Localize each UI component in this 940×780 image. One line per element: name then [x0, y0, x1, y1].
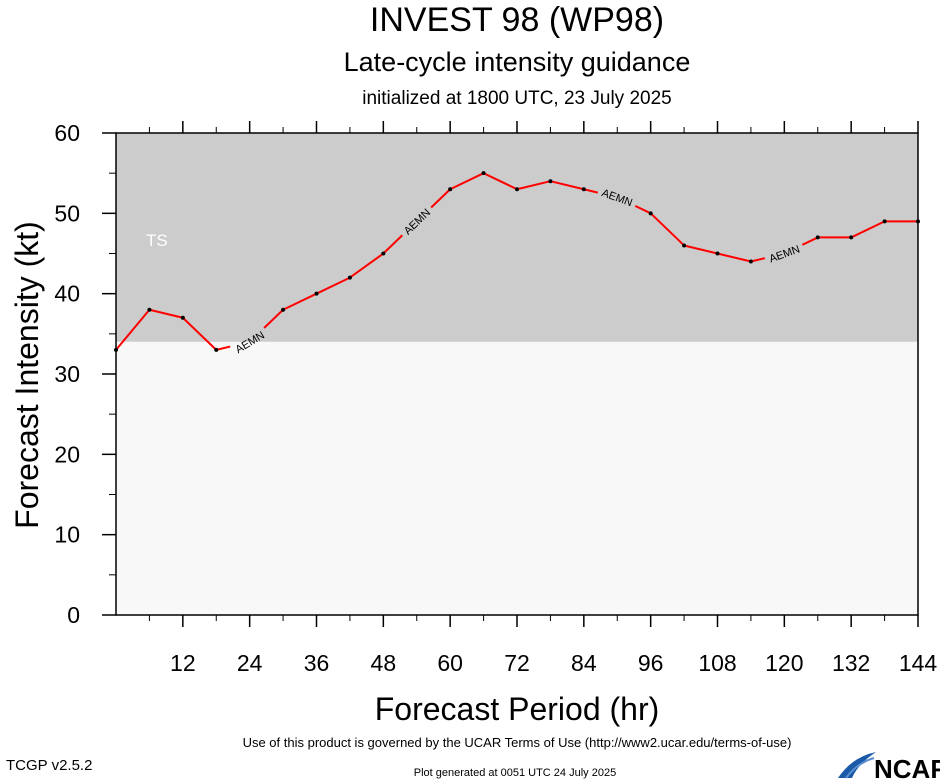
series-segment — [717, 252, 752, 263]
y-tick-label: 50 — [54, 200, 80, 226]
series-segment — [483, 172, 518, 191]
series-segment — [801, 236, 819, 246]
data-point — [715, 251, 720, 256]
plot-frame — [115, 132, 919, 616]
axis-ticks — [102, 121, 919, 627]
series-segment — [430, 188, 451, 209]
data-point — [548, 179, 553, 184]
series-segment — [149, 308, 184, 319]
data-point — [448, 187, 453, 192]
x-tick-label: 36 — [304, 650, 330, 676]
tick-labels: 12 24 36 48 60 72 84 96 108 120 132 144 0 10 20 30 40 50 6… — [54, 120, 937, 676]
x-tick-label: 84 — [571, 650, 597, 676]
x-tick-label: 60 — [437, 650, 463, 676]
data-point — [648, 211, 653, 216]
x-tick-label: 108 — [698, 650, 736, 676]
y-tick-label: 20 — [54, 441, 80, 467]
data-point — [481, 171, 486, 176]
data-point — [815, 235, 820, 240]
y-tick-label: 60 — [54, 120, 80, 146]
series-segment — [316, 276, 351, 295]
series-segment — [683, 244, 718, 255]
initialized-time: initialized at 1800 UTC, 23 July 2025 — [362, 88, 671, 109]
version-label: TCGP v2.5.2 — [6, 757, 92, 774]
y-axis-label: Forecast Intensity (kt) — [9, 221, 45, 529]
series-segment — [583, 188, 599, 194]
x-axis-label: Forecast Period (hr) — [375, 691, 660, 727]
y-tick-label: 0 — [67, 602, 80, 628]
series-segment — [634, 205, 652, 215]
data-point — [916, 219, 920, 224]
data-point — [581, 187, 586, 192]
intensity-bands: TS — [116, 133, 918, 615]
data-point — [347, 275, 352, 280]
data-point — [314, 291, 319, 296]
band-label: TS — [146, 231, 168, 250]
series-segment — [282, 292, 317, 311]
data-point — [214, 347, 219, 352]
x-tick-label: 96 — [638, 650, 664, 676]
data-point — [849, 235, 854, 240]
series-segment — [850, 220, 886, 239]
x-tick-label: 120 — [765, 650, 803, 676]
data-point — [114, 347, 118, 352]
ncar-logo: NCAR — [838, 752, 940, 780]
y-tick-label: 10 — [54, 522, 80, 548]
data-point — [748, 259, 753, 264]
x-tick-label: 12 — [170, 650, 196, 676]
x-tick-label: 24 — [237, 650, 263, 676]
terms-of-use: Use of this product is governed by the U… — [243, 735, 792, 750]
chart-subtitle: Late-cycle intensity guidance — [344, 47, 691, 77]
series-segment — [216, 345, 231, 351]
band-ts — [116, 133, 918, 342]
series-segment — [550, 180, 585, 191]
y-tick-label: 40 — [54, 281, 80, 307]
band-below-ts — [116, 341, 918, 615]
data-point — [147, 307, 152, 312]
data-point — [515, 187, 519, 192]
series-segment — [263, 309, 284, 329]
data-point — [882, 219, 887, 224]
series-segment — [750, 257, 766, 263]
chart-title: INVEST 98 (WP98) — [370, 1, 664, 39]
series-segment — [182, 317, 217, 351]
y-tick-label: 30 — [54, 361, 80, 387]
data-point — [381, 251, 386, 256]
series-segment — [349, 252, 384, 279]
series-segment — [649, 212, 685, 247]
series-segment — [115, 309, 151, 351]
series-segment — [516, 180, 551, 191]
x-tick-label: 132 — [832, 650, 870, 676]
x-tick-label: 48 — [371, 650, 397, 676]
series-segment — [382, 234, 404, 255]
ncar-logo-text: NCAR — [874, 754, 940, 780]
x-tick-label: 144 — [899, 650, 938, 676]
data-point — [180, 315, 185, 320]
generated-time: Plot generated at 0051 UTC 24 July 2025 — [414, 767, 616, 779]
x-tick-label: 72 — [504, 650, 530, 676]
data-point — [281, 307, 286, 312]
data-point — [682, 243, 687, 248]
ncar-swoosh-icon — [838, 752, 876, 778]
series-segment — [449, 172, 485, 191]
